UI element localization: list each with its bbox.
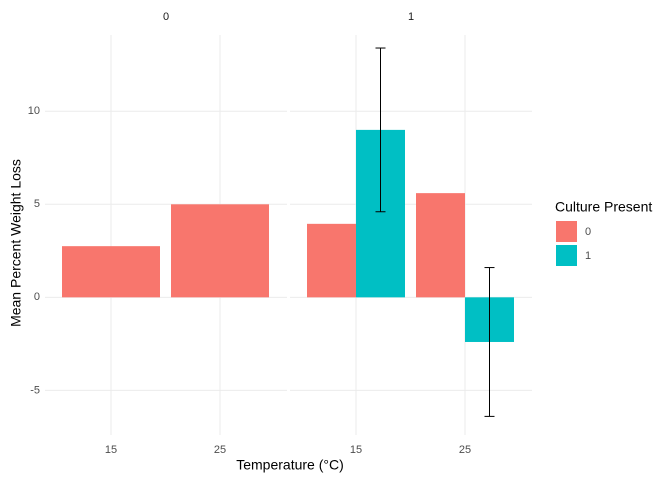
legend-label: 1 <box>585 250 591 262</box>
error-bar <box>375 47 386 213</box>
error-bar <box>484 267 495 417</box>
legend-title: Culture Present <box>555 199 652 215</box>
legend-label: 0 <box>585 226 591 238</box>
x-tick-label: 25 <box>214 444 226 456</box>
facet-title: 1 <box>408 11 414 23</box>
x-tick-label: 15 <box>105 444 117 456</box>
legend-key <box>556 245 577 266</box>
y-tick-label: 0 <box>34 291 40 303</box>
y-tick-label: 10 <box>28 105 40 117</box>
bar <box>416 193 465 298</box>
x-tick-label: 15 <box>350 444 362 456</box>
legend-key <box>556 221 577 242</box>
facet-title: 0 <box>163 11 169 23</box>
bar <box>62 246 160 298</box>
bar <box>171 204 269 298</box>
x-axis-label: Temperature (°C) <box>236 457 344 473</box>
x-tick-label: 25 <box>459 444 471 456</box>
y-tick-label: 5 <box>34 198 40 210</box>
y-axis-label: Mean Percent Weight Loss <box>8 159 24 327</box>
y-tick-label: -5 <box>30 384 40 396</box>
bar <box>307 223 356 298</box>
